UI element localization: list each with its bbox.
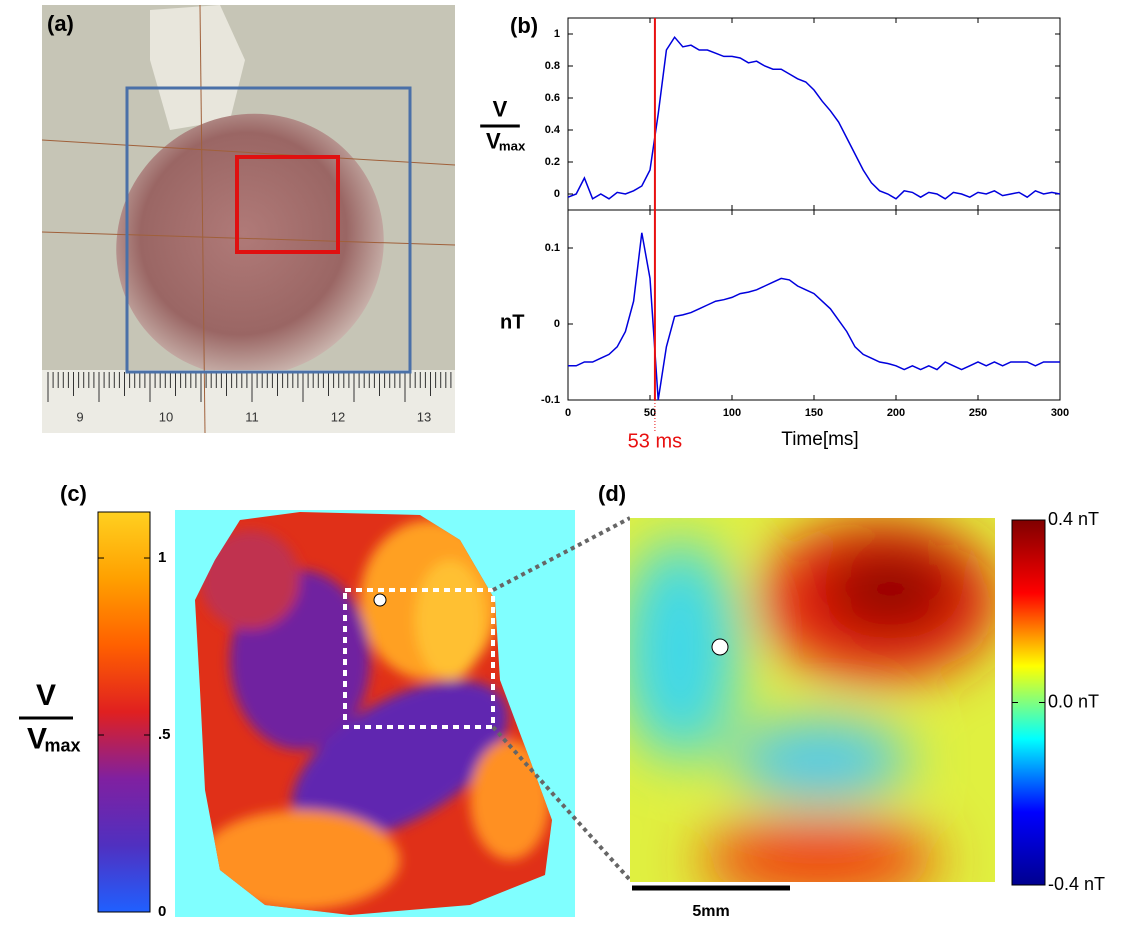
ruler-label: 9	[76, 409, 83, 424]
probe-point	[711, 638, 729, 656]
y-tick-label: 0.2	[545, 156, 560, 168]
x-tick-label: 300	[1051, 407, 1069, 419]
x-tick-label: 250	[969, 407, 987, 419]
ruler-label: 11	[245, 409, 259, 424]
x-tick-label: 200	[887, 407, 905, 419]
scale-bar-label: 5mm	[692, 903, 729, 920]
colorbar-label: 1	[158, 549, 166, 566]
y-axis-label: max	[499, 138, 526, 153]
x-tick-label: 0	[565, 407, 571, 419]
y-axis-label: V	[486, 128, 501, 153]
y-axis-label: max	[45, 735, 81, 755]
ruler-label: 12	[331, 409, 345, 424]
data-line	[567, 35, 1061, 200]
ruler-label: 13	[417, 409, 431, 424]
y-tick-label: 1	[554, 28, 560, 40]
colorbar	[97, 511, 151, 913]
field-map	[630, 518, 995, 882]
y-axis-label: V	[493, 96, 508, 121]
x-tick-label: 150	[805, 407, 823, 419]
time-marker-label: 53 ms	[628, 430, 682, 452]
y-tick-label: 0.8	[545, 60, 560, 72]
panel-label: (c)	[60, 481, 87, 506]
x-axis-label: Time[ms]	[781, 429, 858, 450]
colorbar-label: -0.4 nT	[1048, 874, 1105, 894]
x-tick-label: 100	[723, 407, 741, 419]
colorbar-label: 0	[158, 903, 166, 920]
plot-frame	[567, 17, 1061, 211]
y-axis-label: V	[27, 722, 47, 755]
y-tick-label: -0.1	[541, 394, 560, 406]
data-line	[568, 232, 1060, 401]
y-tick-label: 0.1	[545, 242, 560, 254]
y-tick-label: 0.6	[545, 92, 560, 104]
colorbar-label: 0.0 nT	[1048, 691, 1099, 711]
panel-label: (d)	[598, 481, 626, 506]
y-tick-label: 0.4	[545, 124, 561, 136]
panel-label: (a)	[47, 11, 74, 36]
activation-map	[175, 510, 632, 917]
y-axis-label: nT	[500, 311, 524, 333]
colorbar-label: .5	[158, 726, 171, 743]
y-tick-label: 0	[554, 188, 560, 200]
colorbar-label: 0.4 nT	[1048, 509, 1099, 529]
ruler-label: 10	[159, 409, 173, 424]
y-axis-label: V	[36, 679, 56, 712]
x-tick-label: 50	[644, 407, 656, 419]
y-tick-label: 0	[554, 318, 560, 330]
photo	[41, 4, 456, 434]
panel-label: (b)	[510, 13, 538, 38]
